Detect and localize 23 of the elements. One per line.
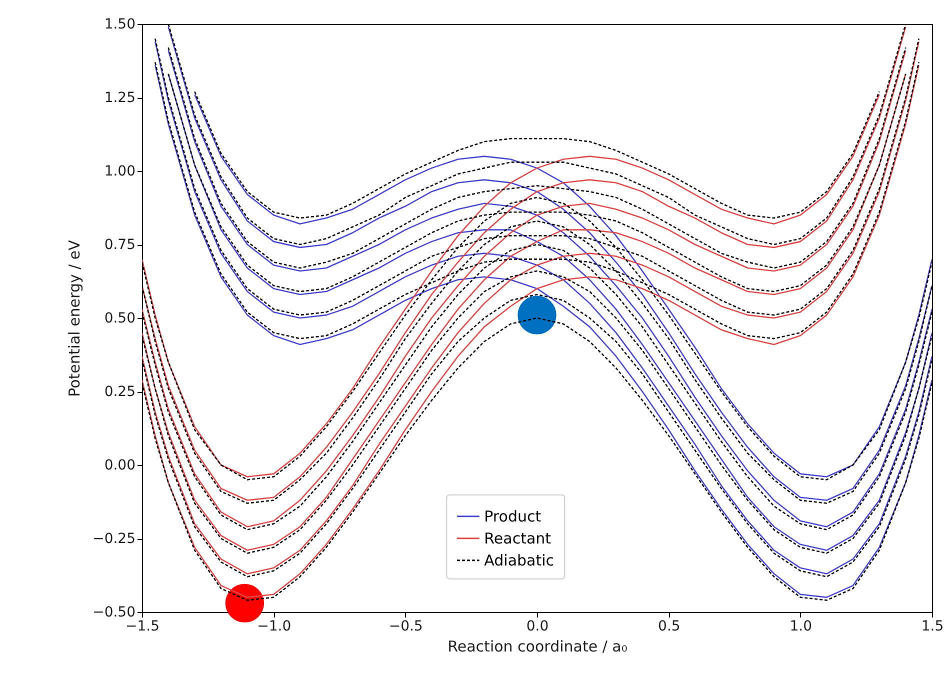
- y-tick-label: 0.50: [104, 310, 136, 326]
- y-tick-label: 1.50: [104, 16, 136, 32]
- y-tick-label: 1.25: [104, 90, 136, 106]
- legend-label: Adiabatic: [484, 551, 554, 570]
- y-tick-label: 0.00: [104, 458, 136, 474]
- legend-label: Product: [484, 507, 542, 526]
- x-axis-title: Reaction coordinate / a₀: [448, 638, 628, 656]
- y-axis-title: Potential energy / eV: [66, 239, 84, 397]
- x-tick-label: 1.0: [790, 618, 812, 634]
- y-tick-label: −0.25: [92, 531, 136, 547]
- x-tick-label: 1.5: [921, 618, 944, 634]
- legend-label: Reactant: [484, 529, 552, 548]
- x-tick-label: 0.5: [658, 618, 680, 634]
- y-tick-label: 0.75: [104, 237, 136, 253]
- x-tick-label: −1.0: [257, 618, 292, 634]
- line-series: [168, 46, 906, 269]
- y-tick-label: 0.25: [104, 384, 136, 400]
- line-series: [194, 90, 880, 219]
- x-tick-label: −0.5: [388, 618, 423, 634]
- y-tick-label: 1.00: [104, 164, 136, 180]
- y-tick-label: −0.50: [92, 604, 136, 620]
- x-tick-label: 0.0: [526, 618, 549, 634]
- x-tick-label: −1.5: [126, 618, 160, 634]
